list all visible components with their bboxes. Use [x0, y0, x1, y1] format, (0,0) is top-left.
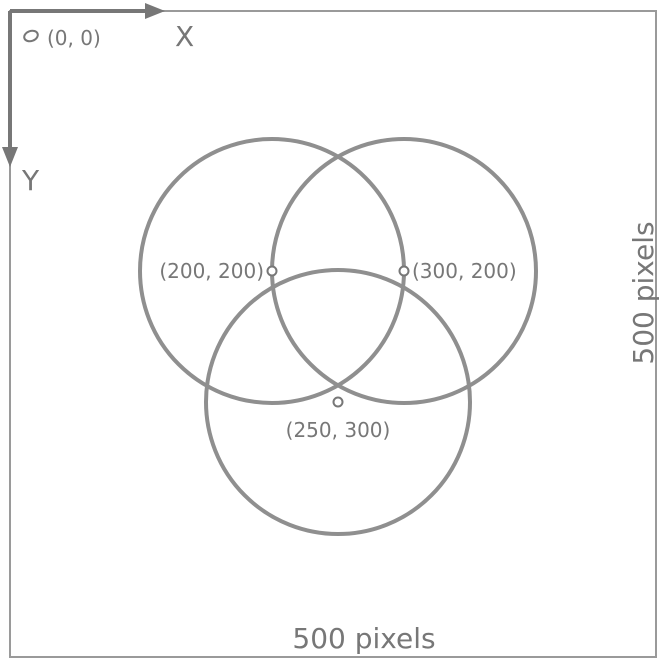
x-axis-arrowhead [145, 3, 165, 19]
width-label: 500 pixels [292, 622, 435, 655]
height-label: 500 pixels [627, 221, 660, 364]
origin-label: (0, 0) [47, 26, 101, 50]
x-axis-label: X [175, 20, 194, 53]
center-marker-right [398, 265, 410, 277]
y-axis-label: Y [21, 164, 40, 197]
y-axis-arrowhead [2, 147, 18, 167]
circle-bottom [204, 268, 472, 536]
center-marker-bottom [332, 396, 344, 408]
center-label-bottom: (250, 300) [286, 418, 391, 442]
center-marker-left [266, 265, 278, 277]
canvas-frame [9, 10, 657, 658]
center-label-left: (200, 200) [159, 259, 264, 283]
origin-marker [23, 29, 39, 43]
center-label-right: (300, 200) [412, 259, 517, 283]
